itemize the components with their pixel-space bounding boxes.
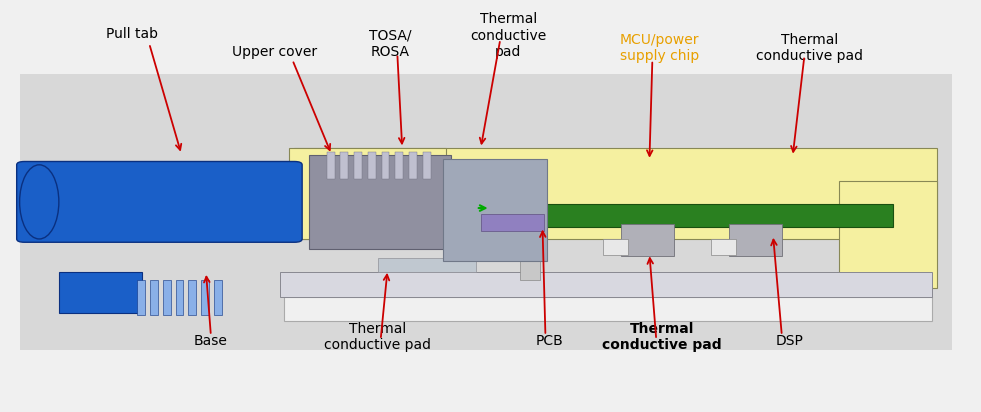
Text: PCB: PCB [536, 334, 563, 348]
FancyBboxPatch shape [395, 152, 403, 179]
Text: DSP: DSP [776, 334, 803, 348]
FancyBboxPatch shape [520, 227, 540, 280]
FancyBboxPatch shape [280, 272, 932, 297]
Text: Pull tab: Pull tab [106, 27, 159, 41]
Ellipse shape [20, 165, 59, 239]
Text: Thermal
conductive
pad: Thermal conductive pad [470, 12, 546, 59]
FancyBboxPatch shape [59, 272, 142, 313]
FancyBboxPatch shape [188, 280, 196, 315]
FancyBboxPatch shape [839, 181, 937, 288]
FancyBboxPatch shape [729, 224, 782, 256]
FancyBboxPatch shape [354, 152, 362, 179]
FancyBboxPatch shape [443, 159, 547, 261]
Polygon shape [289, 148, 446, 239]
FancyBboxPatch shape [294, 148, 937, 239]
FancyBboxPatch shape [137, 280, 145, 315]
FancyBboxPatch shape [150, 280, 158, 315]
FancyBboxPatch shape [340, 152, 348, 179]
FancyBboxPatch shape [520, 204, 893, 227]
FancyBboxPatch shape [163, 280, 171, 315]
FancyBboxPatch shape [378, 258, 476, 272]
FancyBboxPatch shape [382, 152, 389, 179]
Text: Base: Base [194, 334, 228, 348]
Text: Upper cover: Upper cover [232, 45, 317, 59]
Text: Thermal
conductive pad: Thermal conductive pad [324, 322, 432, 352]
FancyBboxPatch shape [423, 152, 431, 179]
FancyBboxPatch shape [327, 152, 335, 179]
Text: MCU/power
supply chip: MCU/power supply chip [619, 33, 699, 63]
FancyBboxPatch shape [603, 239, 628, 255]
FancyBboxPatch shape [481, 214, 544, 231]
FancyBboxPatch shape [284, 297, 932, 321]
FancyBboxPatch shape [201, 280, 209, 315]
FancyBboxPatch shape [409, 152, 417, 179]
FancyBboxPatch shape [214, 280, 222, 315]
FancyBboxPatch shape [176, 280, 183, 315]
FancyBboxPatch shape [368, 152, 376, 179]
FancyBboxPatch shape [17, 162, 302, 242]
FancyBboxPatch shape [711, 239, 736, 255]
Text: Thermal
conductive pad: Thermal conductive pad [602, 322, 722, 352]
FancyBboxPatch shape [621, 224, 674, 256]
FancyBboxPatch shape [20, 74, 952, 350]
FancyBboxPatch shape [309, 154, 451, 249]
Text: Thermal
conductive pad: Thermal conductive pad [755, 33, 863, 63]
Text: TOSA/
ROSA: TOSA/ ROSA [369, 29, 412, 59]
